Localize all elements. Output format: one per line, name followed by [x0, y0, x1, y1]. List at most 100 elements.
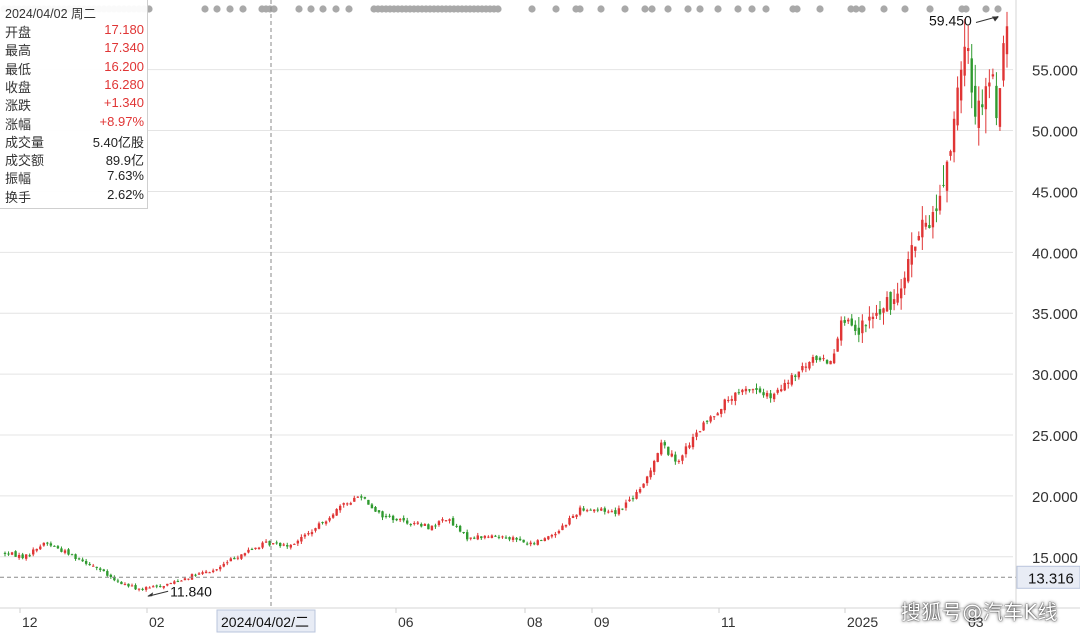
candle-body[interactable] [755, 388, 758, 390]
candle-body[interactable] [49, 543, 53, 546]
candle-body[interactable] [660, 442, 663, 455]
candle-body[interactable] [758, 388, 762, 393]
candle-body[interactable] [928, 225, 931, 228]
candle-body[interactable] [159, 586, 162, 588]
candle-body[interactable] [776, 389, 779, 393]
event-marker[interactable] [793, 5, 801, 13]
candle-body[interactable] [652, 460, 656, 472]
candle-body[interactable] [99, 568, 102, 570]
event-marker[interactable] [494, 5, 502, 13]
candle-body[interactable] [17, 554, 21, 558]
candle-body[interactable] [839, 320, 843, 341]
candle-body[interactable] [970, 58, 973, 93]
candle-body[interactable] [490, 535, 494, 539]
candle-body[interactable] [314, 528, 317, 531]
candle-body[interactable] [423, 523, 427, 526]
candle-body[interactable] [624, 502, 628, 508]
candle-body[interactable] [981, 104, 984, 108]
candle-body[interactable] [420, 523, 423, 527]
candle-body[interactable] [945, 161, 949, 191]
candle-body[interactable] [515, 537, 518, 540]
candle-body[interactable] [271, 543, 275, 545]
candle-body[interactable] [677, 460, 681, 462]
candle-body[interactable] [801, 366, 804, 371]
candle-body[interactable] [843, 320, 846, 323]
candle-body[interactable] [148, 587, 151, 589]
candle-body[interactable] [935, 208, 938, 212]
candle-body[interactable] [571, 516, 575, 518]
candle-body[interactable] [35, 548, 38, 551]
candle-body[interactable] [748, 389, 751, 391]
candle-body[interactable] [173, 581, 176, 584]
candle-body[interactable] [949, 151, 952, 156]
candle-body[interactable] [684, 446, 688, 455]
event-marker[interactable] [714, 5, 722, 13]
candle-body[interactable] [543, 538, 547, 541]
candle-body[interactable] [910, 245, 913, 265]
candle-body[interactable] [346, 503, 349, 505]
event-marker[interactable] [201, 5, 209, 13]
candle-body[interactable] [977, 100, 980, 128]
candle-body[interactable] [769, 393, 772, 399]
candle-body[interactable] [28, 555, 31, 557]
candle-body[interactable] [176, 581, 180, 583]
candle-body[interactable] [109, 574, 113, 577]
candle-body[interactable] [81, 559, 84, 562]
event-marker[interactable] [239, 5, 247, 13]
candle-body[interactable] [289, 544, 292, 548]
candle-body[interactable] [480, 536, 483, 539]
candle-body[interactable] [818, 357, 822, 360]
candle-body[interactable] [787, 382, 790, 384]
candle-body[interactable] [494, 535, 497, 537]
candle-body[interactable] [811, 357, 815, 363]
candle-body[interactable] [437, 521, 441, 525]
candle-body[interactable] [204, 571, 208, 574]
candle-body[interactable] [663, 442, 666, 446]
candle-body[interactable] [430, 525, 434, 531]
candle-body[interactable] [501, 536, 504, 538]
candle-body[interactable] [974, 85, 977, 117]
candle-body[interactable] [554, 533, 557, 536]
candle-body[interactable] [751, 389, 755, 391]
candle-body[interactable] [875, 312, 878, 316]
candle-body[interactable] [7, 553, 10, 555]
candle-body[interactable] [353, 497, 356, 502]
candle-body[interactable] [956, 87, 959, 126]
event-marker[interactable] [332, 5, 340, 13]
event-marker[interactable] [597, 5, 605, 13]
candle-body[interactable] [794, 375, 797, 377]
event-marker[interactable] [858, 5, 866, 13]
candle-body[interactable] [589, 509, 592, 511]
candle-body[interactable] [194, 574, 197, 576]
candle-body[interactable] [451, 518, 455, 526]
candle-body[interactable] [635, 492, 638, 499]
candle-body[interactable] [106, 571, 109, 576]
candle-body[interactable] [293, 543, 296, 545]
candle-body[interactable] [166, 583, 169, 586]
candle-body[interactable] [201, 572, 204, 574]
candle-body[interactable] [300, 536, 303, 542]
candle-body[interactable] [155, 585, 158, 587]
candle-body[interactable] [988, 82, 991, 87]
candle-body[interactable] [77, 558, 81, 560]
candle-body[interactable] [698, 431, 702, 433]
event-marker[interactable] [552, 5, 560, 13]
event-marker[interactable] [213, 5, 221, 13]
event-marker[interactable] [994, 5, 1002, 13]
candle-body[interactable] [667, 446, 670, 455]
candle-body[interactable] [219, 566, 222, 570]
candle-body[interactable] [804, 366, 808, 368]
candle-body[interactable] [914, 246, 917, 251]
candle-body[interactable] [885, 297, 889, 312]
candle-body[interactable] [243, 553, 247, 556]
candle-body[interactable] [903, 277, 906, 289]
event-marker[interactable] [901, 5, 909, 13]
candle-body[interactable] [593, 509, 596, 512]
candle-body[interactable] [236, 557, 240, 559]
candle-body[interactable] [180, 580, 183, 582]
candle-body[interactable] [32, 549, 35, 555]
candle-body[interactable] [596, 509, 599, 511]
event-marker[interactable] [295, 5, 303, 13]
candle-body[interactable] [783, 382, 786, 391]
candle-body[interactable] [681, 455, 684, 461]
